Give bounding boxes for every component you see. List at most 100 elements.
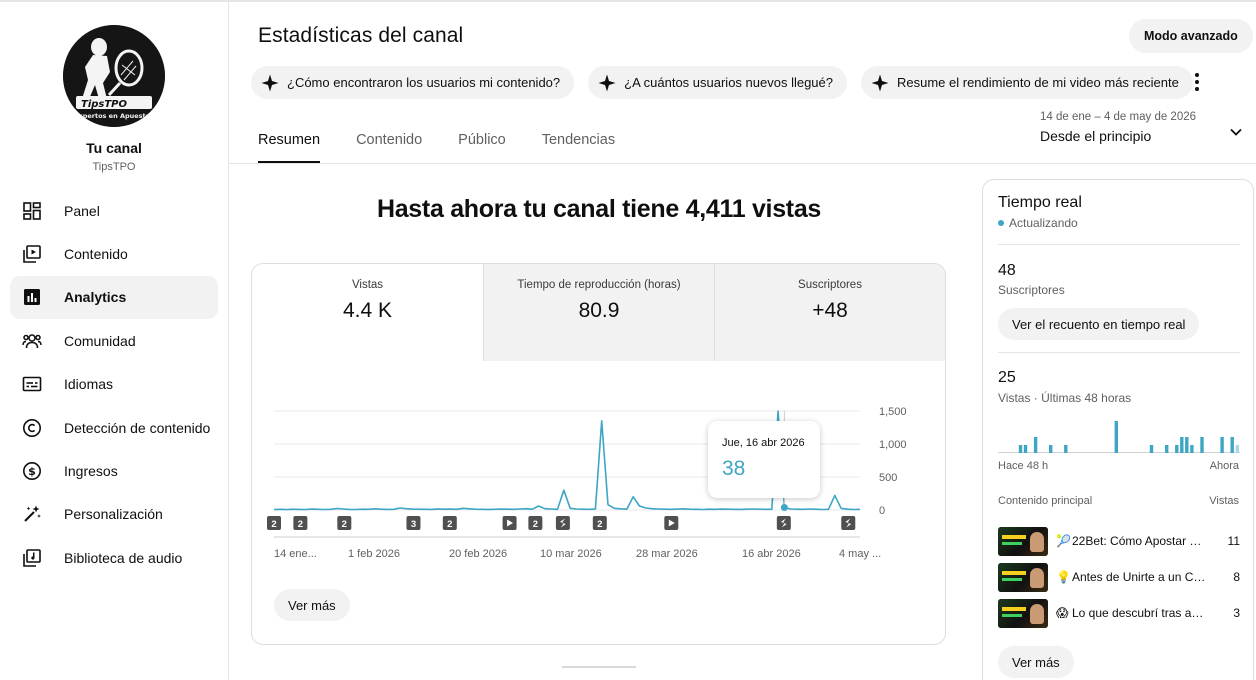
realtime-bar xyxy=(1149,445,1154,453)
realtime-bar xyxy=(1114,421,1118,453)
shorts-icon xyxy=(559,518,566,528)
channel-title: Tu canal xyxy=(86,140,142,156)
sidebar-item-label: Contenido xyxy=(64,246,128,263)
realtime-bar xyxy=(1220,437,1224,453)
realtime-count-button[interactable]: Ver el recuento en tiempo real xyxy=(998,308,1200,340)
suggestion-chip-new-users[interactable]: ¿A cuántos usuarios nuevos llegué? xyxy=(588,66,847,99)
realtime-card: Tiempo real Actualizando 48 Suscriptores… xyxy=(982,179,1254,680)
audio-library-icon xyxy=(22,548,42,568)
overview-headline: Hasta ahora tu canal tiene 4,411 vistas xyxy=(376,195,822,223)
sidebar-item-earnings[interactable]: $ Ingresos xyxy=(10,449,218,492)
video-thumbnail xyxy=(998,526,1048,556)
sidebar-item-label: Detección de contenido xyxy=(64,419,211,436)
sidebar-item-content-detection[interactable]: Detección de contenido xyxy=(10,406,218,449)
top-video-row[interactable]: 🎾 22Bet: Cómo Apostar Paso a Paso 11 xyxy=(998,526,1240,556)
hover-point xyxy=(780,503,788,511)
date-range-dates: 14 de ene – 4 de may de 2026 xyxy=(1040,111,1197,123)
realtime-subscribers-value: 48 xyxy=(998,262,1016,279)
marker-count: 2 xyxy=(597,519,602,530)
sidebar-item-customization[interactable]: Personalización xyxy=(10,493,218,536)
svg-text:TipsTPO: TipsTPO xyxy=(81,99,128,110)
realtime-axis-end: Ahora xyxy=(1209,460,1239,472)
top-video-row[interactable]: 💡 Antes de Unirte a un Canal de Apuestas… xyxy=(998,562,1240,592)
sparkle-icon xyxy=(871,74,889,91)
metric-tabs: Vistas 4.4 K Tiempo de reproducción (hor… xyxy=(252,264,945,361)
realtime-views-label: Vistas · Últimas 48 horas xyxy=(998,391,1132,405)
realtime-bar xyxy=(1230,437,1234,453)
publish-marker xyxy=(337,516,352,530)
top-content-header: Contenido principal xyxy=(998,495,1093,507)
y-tick-label: 1,000 xyxy=(879,439,907,451)
video-emoji: 💡 xyxy=(1056,570,1071,584)
realtime-bar xyxy=(1190,445,1194,453)
sidebar-item-content[interactable]: Contenido xyxy=(10,232,218,275)
metric-watch-time[interactable]: Tiempo de reproducción (horas) 80.9 xyxy=(483,264,714,361)
dollar-icon: $ xyxy=(22,461,42,481)
dashboard-icon xyxy=(22,201,42,221)
scroll-indicator xyxy=(562,666,636,668)
overview-see-more-button[interactable]: Ver más xyxy=(274,589,350,621)
publish-marker xyxy=(293,516,308,530)
tab-trends[interactable]: Tendencias xyxy=(541,132,616,148)
metric-value: 80.9 xyxy=(578,299,620,322)
chip-label: ¿Cómo encontraron los usuarios mi conten… xyxy=(287,75,561,90)
subtitles-icon xyxy=(22,374,42,394)
sidebar-item-label: Personalización xyxy=(64,506,163,523)
x-tick-label: 1 feb 2026 xyxy=(348,548,400,560)
metric-subscribers[interactable]: Suscriptores +48 xyxy=(714,264,945,361)
marker-count: 2 xyxy=(271,519,276,530)
sparkle-icon xyxy=(598,74,616,91)
chevron-down-icon xyxy=(1230,128,1242,136)
date-range-picker[interactable]: 14 de ene – 4 de may de 2026 Desde el pr… xyxy=(1040,111,1246,144)
publish-marker xyxy=(406,516,421,530)
chip-label: Resume el rendimiento de mi video más re… xyxy=(897,75,1179,90)
magic-wand-icon xyxy=(22,504,42,524)
community-icon xyxy=(22,331,42,351)
channel-avatar[interactable]: TipsTPO Expertos en Apuestas xyxy=(63,25,165,127)
sidebar-item-analytics[interactable]: Analytics xyxy=(10,275,218,320)
metric-views[interactable]: Vistas 4.4 K xyxy=(252,264,483,361)
realtime-bar xyxy=(1175,445,1179,453)
x-tick-label: 4 may ... xyxy=(839,548,881,560)
realtime-bar xyxy=(1165,445,1169,453)
tab-summary[interactable]: Resumen xyxy=(258,122,321,163)
realtime-bar xyxy=(1180,437,1184,453)
sidebar: TipsTPO Expertos en Apuestas Tu canal Ti… xyxy=(0,0,229,680)
page-title: Estadísticas del canal xyxy=(258,24,464,47)
tab-audience[interactable]: Público xyxy=(458,132,506,148)
tab-content[interactable]: Contenido xyxy=(356,132,423,148)
video-thumbnail xyxy=(998,562,1048,592)
play-icon xyxy=(668,519,675,527)
sidebar-item-languages[interactable]: Idiomas xyxy=(10,363,218,406)
x-tick-label: 16 abr 2026 xyxy=(742,548,801,560)
video-emoji: 🎾 xyxy=(1056,534,1071,548)
suggestion-chip-summary[interactable]: Resume el rendimiento de mi video más re… xyxy=(861,66,1193,99)
sidebar-item-label: Ingresos xyxy=(64,463,118,480)
advanced-mode-button[interactable]: Modo avanzado xyxy=(1129,19,1253,53)
sidebar-item-panel[interactable]: Panel xyxy=(10,189,218,232)
play-icon xyxy=(507,519,514,527)
realtime-views-bar-chart[interactable] xyxy=(998,413,1240,453)
realtime-axis-start: Hace 48 h xyxy=(998,460,1049,472)
top-video-row[interactable]: 😱 Lo que descubrí tras analizar 3 xyxy=(998,598,1240,628)
suggestion-chip-discovery[interactable]: ¿Cómo encontraron los usuarios mi conten… xyxy=(251,66,575,99)
metric-value: 4.4 K xyxy=(342,299,393,322)
more-options-icon[interactable] xyxy=(1187,70,1207,94)
video-emoji: 😱 xyxy=(1056,606,1069,620)
video-views: 11 xyxy=(1227,534,1240,548)
metric-label: Vistas xyxy=(351,279,384,291)
chip-label: ¿A cuántos usuarios nuevos llegué? xyxy=(624,75,833,90)
chart-tooltip: Jue, 16 abr 2026 38 xyxy=(708,421,820,498)
sidebar-item-community[interactable]: Comunidad xyxy=(10,319,218,362)
marker-count: 2 xyxy=(533,519,538,530)
views-line-chart[interactable]: 1,500 1,000 500 0 2 2 2 3 2 2 2 14 ene... 1 feb 2026… xyxy=(252,361,945,566)
svg-text:Expertos en Apuestas: Expertos en Apuestas xyxy=(74,112,154,120)
channel-handle: TipsTPO xyxy=(92,161,136,173)
realtime-bar xyxy=(1033,437,1038,453)
realtime-bar xyxy=(1023,445,1028,453)
realtime-bar xyxy=(1235,445,1239,453)
realtime-see-more-button[interactable]: Ver más xyxy=(998,646,1074,678)
realtime-status: Actualizando xyxy=(998,216,1078,230)
video-title: Antes de Unirte a un Canal de Apuestas xyxy=(1072,570,1207,584)
sidebar-item-audio-library[interactable]: Biblioteca de audio xyxy=(10,536,218,579)
